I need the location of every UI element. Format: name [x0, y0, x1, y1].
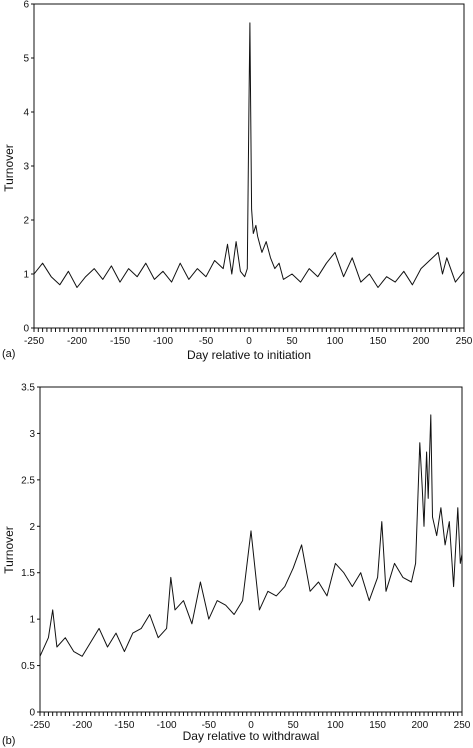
x-tick-group-a: -250 -200 -150 -100 -50 0 50 100 150 200 250 — [24, 328, 473, 347]
x-tick-label: 250 — [454, 720, 471, 731]
y-tick-label: 3 — [23, 162, 29, 173]
x-tick-label: 150 — [370, 336, 387, 347]
x-tick-label: 150 — [369, 720, 386, 731]
y-tick-label: 0 — [29, 708, 35, 719]
x-tick-label: -50 — [199, 336, 214, 347]
x-tick-label: -150 — [114, 720, 134, 731]
y-tick-label: 6 — [23, 0, 29, 11]
x-axis-label-b: Day relative to withdrawal — [183, 729, 320, 743]
x-tick-label: 200 — [411, 720, 428, 731]
y-tick-label: 0 — [23, 324, 29, 335]
y-axis-label-b: Turnover — [2, 526, 16, 574]
y-tick-group-b: 0 0.5 1 1.5 2 2.5 3 3.5 — [21, 383, 40, 719]
x-tick-label: 200 — [413, 336, 430, 347]
x-tick-label: 0 — [248, 720, 254, 731]
y-tick-label: 3 — [29, 429, 35, 440]
y-tick-label: 5 — [23, 54, 29, 65]
plot-frame-b — [39, 386, 463, 713]
y-tick-label: 1 — [23, 270, 29, 281]
plot-frame-a — [33, 3, 465, 329]
series-line — [39, 414, 463, 657]
y-axis-label-a: Turnover — [2, 144, 16, 192]
y-tick-label: 4 — [23, 108, 29, 119]
x-tick-label: -50 — [202, 720, 217, 731]
series-group-b — [39, 414, 463, 657]
panel-b: (b) Day relative to withdrawal Turnover … — [2, 383, 471, 748]
panel-a: (a) Day relative to initiation Turnover … — [2, 0, 473, 362]
x-tick-label: -200 — [72, 720, 92, 731]
x-tick-label: -200 — [67, 336, 87, 347]
y-tick-label: 1 — [29, 615, 35, 626]
x-tick-label: 100 — [327, 336, 344, 347]
y-tick-label: 1.5 — [21, 568, 35, 579]
x-tick-label: 0 — [246, 336, 252, 347]
series-line — [33, 22, 465, 288]
panel-label-a: (a) — [2, 348, 15, 360]
x-tick-label: -100 — [157, 720, 177, 731]
x-tick-label: 100 — [327, 720, 344, 731]
y-tick-label: 2 — [23, 216, 29, 227]
y-tick-label: 2 — [29, 522, 35, 533]
x-tick-label: -100 — [153, 336, 173, 347]
y-tick-group-a: 0 1 2 3 4 5 6 — [23, 0, 34, 335]
series-group-a — [33, 22, 465, 288]
y-tick-label: 0.5 — [21, 661, 35, 672]
x-tick-label: 250 — [456, 336, 473, 347]
y-tick-label: 2.5 — [21, 475, 35, 486]
x-axis-label-a: Day relative to initiation — [187, 348, 311, 362]
x-tick-label: -250 — [30, 720, 50, 731]
x-tick-label: 50 — [288, 720, 300, 731]
x-tick-label: -250 — [24, 336, 44, 347]
x-tick-label: 50 — [286, 336, 298, 347]
x-tick-label: -150 — [110, 336, 130, 347]
y-tick-label: 3.5 — [21, 383, 35, 394]
x-tick-group-b: -250 -200 -150 -100 -50 0 50 100 150 200 250 — [30, 712, 471, 731]
panel-label-b: (b) — [2, 735, 15, 747]
